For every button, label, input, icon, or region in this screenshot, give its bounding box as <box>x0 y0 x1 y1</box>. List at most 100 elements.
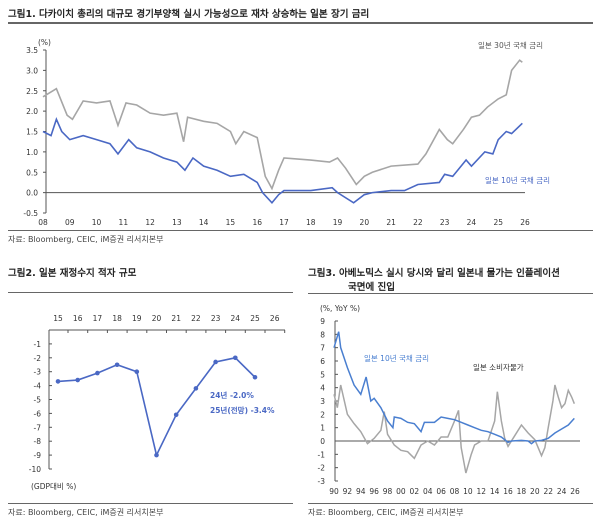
divider <box>8 230 593 231</box>
x-tick-label: 18 <box>112 314 122 323</box>
x-tick-label: 02 <box>410 487 420 496</box>
x-tick-label: 18 <box>306 218 316 227</box>
data-point <box>193 386 199 391</box>
x-tick-label: 04 <box>423 487 433 496</box>
y-axis-unit: (%, YoY %) <box>320 304 360 313</box>
y-tick-label: -0.5 <box>23 209 38 218</box>
x-tick-label: 16 <box>503 487 513 496</box>
y-tick-label: -3 <box>318 477 326 486</box>
chart1-title: 그림1. 다카이치 총리의 대규모 경기부양책 실시 가능성으로 재차 상승하는… <box>8 9 370 20</box>
x-tick-label: 92 <box>343 487 353 496</box>
x-tick-label: 24 <box>557 487 567 496</box>
data-point <box>173 412 179 418</box>
y-tick-label: -2 <box>318 464 326 473</box>
legend-10y: 일본 10년 국채 금리 <box>364 353 429 363</box>
x-tick-label: 08 <box>450 487 460 496</box>
chart3-source: 자료: Bloomberg, CEIC, iM증권 리서치본부 <box>308 508 464 517</box>
x-tick-label: 90 <box>329 487 339 496</box>
chart1-source: 자료: Bloomberg, CEIC, iM증권 리서치본부 <box>8 235 164 244</box>
x-tick-label: 00 <box>396 487 406 496</box>
x-tick-label: 15 <box>226 218 236 227</box>
x-tick-label: 24 <box>231 314 241 323</box>
y-tick-label: -3 <box>34 368 42 377</box>
x-tick-label: 19 <box>333 218 343 227</box>
y-axis-unit: (GDP대비 %) <box>31 482 76 491</box>
divider <box>8 22 593 24</box>
x-tick-label: 22 <box>191 314 201 323</box>
x-tick-label: 15 <box>53 314 63 323</box>
chart3-title-line2: 국면에 진입 <box>348 282 396 293</box>
x-tick-label: 10 <box>92 218 102 227</box>
y-tick-label: 1.5 <box>26 128 38 137</box>
data-point <box>134 369 140 375</box>
annotation-24: 24년 -2.0% <box>210 390 254 400</box>
y-tick-label: -4 <box>34 382 42 391</box>
y-tick-label: -10 <box>29 465 41 474</box>
x-tick-label: 08 <box>38 218 48 227</box>
y-tick-label: -9 <box>34 451 42 460</box>
y-tick-label: 1.0 <box>26 148 38 157</box>
x-tick-label: 17 <box>93 314 103 323</box>
y-tick-label: -6 <box>34 409 42 418</box>
x-tick-label: 21 <box>171 314 181 323</box>
y-tick-label: 2 <box>320 410 325 419</box>
x-tick-label: 20 <box>360 218 370 227</box>
x-tick-label: 96 <box>369 487 379 496</box>
x-tick-label: 11 <box>119 218 129 227</box>
x-tick-label: 12 <box>477 487 487 496</box>
series-line-0 <box>333 384 576 474</box>
divider <box>8 503 293 504</box>
y-tick-label: 2.0 <box>26 107 38 116</box>
y-tick-label: 3.5 <box>26 46 38 55</box>
y-tick-label: 5 <box>320 370 325 379</box>
data-point <box>55 379 61 384</box>
data-point <box>233 355 238 361</box>
chart2-source: 자료: Bloomberg, CEIC, iM증권 리서치본부 <box>8 508 164 517</box>
x-tick-label: 16 <box>73 314 83 323</box>
y-tick-label: 1 <box>320 424 325 433</box>
y-tick-label: 7 <box>320 344 325 353</box>
x-tick-label: 13 <box>172 218 182 227</box>
x-tick-label: 22 <box>543 487 553 496</box>
x-tick-label: 10 <box>463 487 473 496</box>
y-tick-label: 4 <box>320 384 325 393</box>
y-tick-label: -2 <box>34 354 42 363</box>
y-tick-label: 6 <box>320 357 325 366</box>
series-line-1 <box>333 331 575 445</box>
x-tick-label: 16 <box>252 218 262 227</box>
x-tick-label: 25 <box>250 314 260 323</box>
x-tick-label: 23 <box>440 218 450 227</box>
x-tick-label: 26 <box>270 314 280 323</box>
x-tick-label: 12 <box>145 218 155 227</box>
x-tick-label: 06 <box>436 487 446 496</box>
data-point <box>154 452 159 458</box>
y-tick-label: 0.5 <box>26 168 38 177</box>
y-tick-label: 3.0 <box>26 66 38 75</box>
x-tick-label: 14 <box>199 218 209 227</box>
chart2-title: 그림2. 일본 재정수지 적자 규모 <box>8 268 137 279</box>
data-point <box>95 370 100 376</box>
chart3-title: 그림3. 아베노믹스 실시 당시와 달리 일본내 물가는 인플레이션 <box>308 268 560 279</box>
x-tick-label: 26 <box>520 218 530 227</box>
data-point <box>75 377 80 383</box>
series-line-1 <box>42 117 523 205</box>
x-tick-label: 25 <box>493 218 503 227</box>
x-tick-label: 23 <box>211 314 221 323</box>
x-tick-label: 98 <box>383 487 393 496</box>
divider <box>308 503 593 504</box>
data-point <box>252 374 258 380</box>
y-tick-label: -1 <box>318 450 326 459</box>
x-tick-label: 14 <box>490 487 500 496</box>
divider <box>308 293 593 294</box>
x-tick-label: 24 <box>467 218 477 227</box>
x-tick-label: 09 <box>65 218 75 227</box>
y-axis-unit: (%) <box>38 38 51 47</box>
x-tick-label: 26 <box>570 487 580 496</box>
y-tick-label: -5 <box>34 396 42 405</box>
x-tick-label: 20 <box>530 487 540 496</box>
annotation-25: 25년(전망) -3.4% <box>210 405 275 415</box>
legend-30y: 일본 30년 국채 금리 <box>478 40 543 50</box>
x-tick-label: 94 <box>356 487 366 496</box>
y-tick-label: 0 <box>320 437 325 446</box>
